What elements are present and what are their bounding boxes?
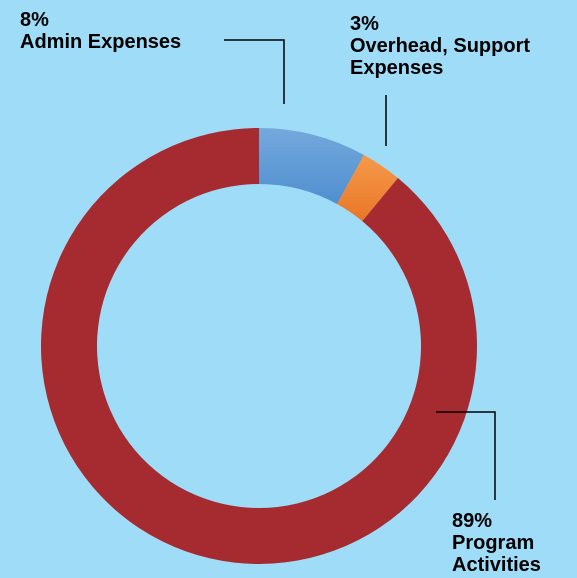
data-label-program-percent: 89% [452, 510, 493, 532]
data-label-overhead-name-line2: Expenses [350, 57, 444, 79]
data-label-admin: 8% Admin Expenses [20, 9, 181, 53]
slice-program-activities [40, 128, 478, 564]
data-label-program: 89% Program Activities [452, 510, 541, 576]
data-label-overhead-name-line1: Overhead, Support [350, 35, 531, 57]
data-label-admin-name: Admin Expenses [20, 31, 182, 53]
data-label-program-name-line2: Activities [452, 554, 541, 576]
slice-admin-expenses [259, 128, 365, 205]
data-label-overhead: 3% Overhead, Support Expenses [350, 13, 530, 79]
data-label-overhead-percent: 3% [350, 13, 379, 35]
leader-line-admin [224, 39, 285, 104]
data-label-admin-percent: 8% [20, 9, 49, 31]
data-label-program-name-line1: Program [452, 532, 535, 554]
slice-overhead-support-expenses [337, 154, 398, 222]
leader-line-program [436, 411, 496, 500]
